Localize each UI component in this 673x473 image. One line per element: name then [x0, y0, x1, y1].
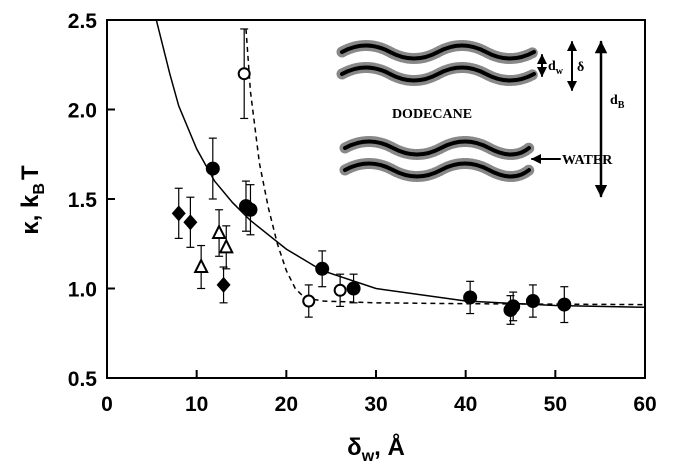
dashed-curve: [245, 28, 645, 306]
label-part: , Å: [374, 433, 405, 461]
point: [333, 283, 347, 297]
label-sub: w: [361, 448, 375, 465]
point: [557, 297, 572, 312]
db-label: dB: [610, 93, 625, 111]
label-part: d: [548, 59, 556, 74]
x-tick-label: 0: [101, 393, 113, 416]
point: [183, 214, 198, 231]
y-tick-label: 2.5: [68, 10, 98, 33]
x-tick-label: 60: [633, 393, 656, 416]
point: [463, 290, 478, 305]
label-part: δ: [347, 434, 362, 461]
point: [193, 257, 209, 274]
point: [243, 202, 258, 217]
label-part: κ, k: [17, 194, 44, 235]
membrane: [340, 65, 536, 83]
water-label: WATER: [562, 153, 613, 168]
point: [346, 281, 361, 296]
y-tick-label: 2.0: [68, 100, 97, 123]
x-tick-label: 30: [364, 393, 387, 416]
inset-diagram: dw δ dB DODECANE WATER: [336, 40, 625, 198]
point: [216, 276, 231, 293]
label-sub: B: [31, 183, 48, 195]
dodecane-label: DODECANE: [392, 107, 472, 122]
point: [211, 223, 227, 240]
x-axis-label: δw, Å: [347, 433, 405, 465]
y-tick-label: 1.0: [68, 279, 97, 302]
dw-label: dw: [548, 59, 564, 77]
point: [506, 299, 521, 314]
membrane: [340, 43, 536, 61]
y-tick-label: 0.5: [68, 368, 98, 391]
x-tick-label: 20: [275, 393, 298, 416]
label-part: T: [17, 165, 44, 180]
point: [525, 294, 540, 309]
point: [171, 205, 186, 222]
membrane: [343, 161, 531, 179]
y-axis-label: κ, kBT: [17, 165, 48, 235]
point: [237, 67, 251, 81]
label-sub: B: [618, 100, 625, 111]
point: [218, 238, 234, 254]
label-part: d: [610, 93, 618, 108]
x-tick-label: 10: [185, 393, 208, 416]
y-tick-label: 1.5: [68, 189, 98, 212]
point: [315, 261, 330, 276]
x-tick-label: 40: [454, 393, 477, 416]
point: [302, 294, 316, 308]
membrane: [343, 139, 531, 157]
x-tick-label: 50: [544, 393, 567, 416]
delta-label: δ: [577, 60, 584, 75]
point: [205, 161, 220, 176]
label-sub: w: [556, 66, 564, 77]
